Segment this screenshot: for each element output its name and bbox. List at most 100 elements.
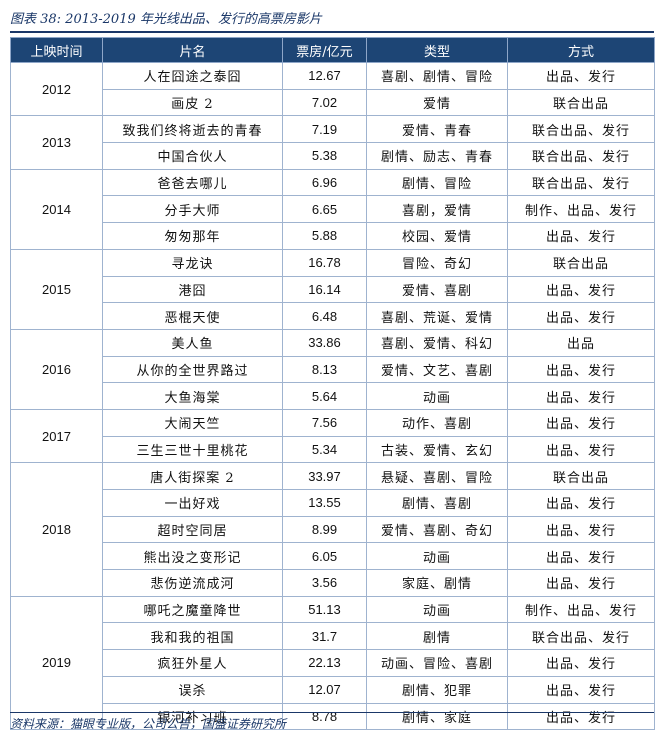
box-office-cell: 5.38 (282, 142, 367, 170)
mode-cell: 出品、发行 (507, 542, 655, 571)
film-title-cell: 港囧 (102, 275, 283, 304)
film-title-cell: 大鱼海棠 (102, 382, 283, 410)
genre-cell: 剧情、励志、青春 (366, 142, 508, 170)
film-title-cell: 致我们终将逝去的青春 (102, 115, 283, 144)
figure-caption: 图表 38: 2013-2019 年光线出品、发行的高票房影片 (10, 12, 322, 27)
box-office-cell: 22.13 (282, 649, 367, 677)
film-title-cell: 悲伤逆流成河 (102, 569, 283, 597)
film-title-cell: 从你的全世界路过 (102, 355, 283, 384)
film-title-cell: 超时空同居 (102, 515, 283, 544)
table-body: 2012 人在囧途之泰囧 12.67 喜剧、剧情、冒险 出品、发行 画皮 2 7.02 爱情联… (10, 61, 655, 731)
year-cell: 2013 (10, 115, 103, 170)
table-row: 大鱼海棠 5.64 动画 出品、发行 (11, 382, 655, 410)
table-row: 2018 唐人街探案 2 33.97 悬疑、喜剧、冒险 联合出品 (10, 462, 655, 597)
mode-cell: 制作、出品、发行 (507, 195, 655, 224)
film-title-cell: 误杀 (102, 675, 283, 704)
box-office-cell: 7.02 (282, 88, 367, 117)
header-box-office: 票房/亿元 (282, 37, 367, 63)
box-office-cell: 12.07 (282, 675, 367, 704)
year-cell: 2012 (10, 61, 103, 117)
film-title-cell: 大闹天竺 (102, 408, 283, 437)
genre-cell: 爱情、文艺、喜剧 (366, 355, 508, 384)
mode-cell: 出品、发行 (507, 649, 655, 677)
box-office-cell: 16.78 (282, 248, 367, 277)
table-row: 三生三世十里桃花 5.34 古装、爱情、玄幻 出品、发行 (11, 435, 655, 464)
box-office-cell: 33.97 (282, 462, 367, 490)
box-office-cell: 3.56 (282, 569, 367, 597)
year-cell: 2018 (10, 462, 103, 597)
table-row: 2012 人在囧途之泰囧 12.67 喜剧、剧情、冒险 出品、发行 (10, 61, 655, 117)
film-title-cell: 爸爸去哪儿 (102, 168, 283, 197)
genre-cell: 爱情、喜剧 (366, 275, 508, 304)
genre-cell: 爱情 (366, 88, 508, 117)
table-row: 疯狂外星人 22.13 动画、冒险、喜剧 出品、发行 (11, 649, 655, 677)
box-office-cell: 13.55 (282, 489, 367, 517)
genre-cell: 爱情、青春 (366, 115, 508, 144)
year-cell: 2016 (10, 328, 103, 410)
film-title-cell: 寻龙诀 (102, 248, 283, 277)
year-cell: 2019 (10, 595, 103, 731)
genre-cell: 剧情、喜剧 (366, 489, 508, 517)
table-row: 2015 寻龙诀 16.78 冒险、奇幻 联合出品 (10, 248, 655, 330)
mode-cell: 出品、发行 (507, 62, 655, 90)
table-row: 中国合伙人 5.38 剧情、励志、青春 联合出品、发行 (11, 142, 655, 170)
box-office-cell: 6.65 (282, 195, 367, 224)
box-office-cell: 7.19 (282, 115, 367, 144)
genre-cell: 冒险、奇幻 (366, 248, 508, 277)
table-row: 悲伤逆流成河 3.56 家庭、剧情 出品、发行 (11, 569, 655, 597)
mode-cell: 出品、发行 (507, 275, 655, 304)
film-title-cell: 一出好戏 (102, 489, 283, 517)
genre-cell: 喜剧，爱情 (366, 195, 508, 224)
table-row: 一出好戏 13.55 剧情、喜剧 出品、发行 (11, 489, 655, 517)
film-title-cell: 匆匆那年 (102, 222, 283, 250)
film-title-cell: 恶棍天使 (102, 302, 283, 330)
genre-cell: 喜剧、荒诞、爱情 (366, 302, 508, 330)
film-title-cell: 美人鱼 (102, 328, 283, 357)
header-mode: 方式 (507, 37, 655, 63)
film-title-cell: 银河补习班 (102, 702, 283, 731)
box-office-cell: 33.86 (282, 328, 367, 357)
mode-cell: 联合出品、发行 (507, 168, 655, 197)
film-title-cell: 人在囧途之泰囧 (102, 62, 283, 90)
mode-cell: 联合出品、发行 (507, 142, 655, 170)
source-divider (10, 712, 654, 713)
mode-cell: 出品、发行 (507, 355, 655, 384)
genre-cell: 剧情 (366, 622, 508, 651)
genre-cell: 动画、冒险、喜剧 (366, 649, 508, 677)
box-office-table: 上映时间 片名 票房/亿元 类型 方式 2012 人在囧途之泰囧 12.67 喜剧、剧… (10, 37, 655, 731)
table-row: 熊出没之变形记 6.05 动画 出品、发行 (11, 542, 655, 571)
genre-cell: 动画 (366, 595, 508, 624)
mode-cell: 出品、发行 (507, 489, 655, 517)
genre-cell: 家庭、剧情 (366, 569, 508, 597)
table-row: 分手大师 6.65 喜剧，爱情 制作、出品、发行 (11, 195, 655, 224)
genre-cell: 剧情、家庭 (366, 702, 508, 731)
film-title-cell: 唐人街探案 2 (102, 462, 283, 490)
mode-cell: 联合出品 (507, 462, 655, 490)
header-genre: 类型 (366, 37, 508, 63)
year-cell: 2014 (10, 168, 103, 250)
box-office-cell: 8.13 (282, 355, 367, 384)
mode-cell: 出品、发行 (507, 408, 655, 437)
genre-cell: 动作、喜剧 (366, 408, 508, 437)
mode-cell: 出品、发行 (507, 702, 655, 731)
header-film-title: 片名 (102, 37, 283, 63)
mode-cell: 出品 (507, 328, 655, 357)
genre-cell: 剧情、冒险 (366, 168, 508, 197)
mode-cell: 联合出品、发行 (507, 622, 655, 651)
mode-cell: 出品、发行 (507, 569, 655, 597)
table-row: 2019 哪吒之魔童降世 51.13 动画 制作、出品、发行 (10, 595, 655, 731)
genre-cell: 校园、爱情 (366, 222, 508, 250)
mode-cell: 联合出品 (507, 88, 655, 117)
table-row: 2017 大闹天竺 7.56 动作、喜剧 出品、发行 (10, 408, 655, 464)
box-office-cell: 16.14 (282, 275, 367, 304)
box-office-cell: 12.67 (282, 62, 367, 90)
box-office-cell: 8.99 (282, 515, 367, 544)
genre-cell: 喜剧、剧情、冒险 (366, 62, 508, 90)
genre-cell: 爱情、喜剧、奇幻 (366, 515, 508, 544)
film-title-cell: 熊出没之变形记 (102, 542, 283, 571)
source-note: 资料来源：猫眼专业版，公司公告，国盛证券研究所 (10, 717, 287, 731)
mode-cell: 出品、发行 (507, 222, 655, 250)
mode-cell: 联合出品 (507, 248, 655, 277)
film-title-cell: 分手大师 (102, 195, 283, 224)
genre-cell: 动画 (366, 542, 508, 571)
